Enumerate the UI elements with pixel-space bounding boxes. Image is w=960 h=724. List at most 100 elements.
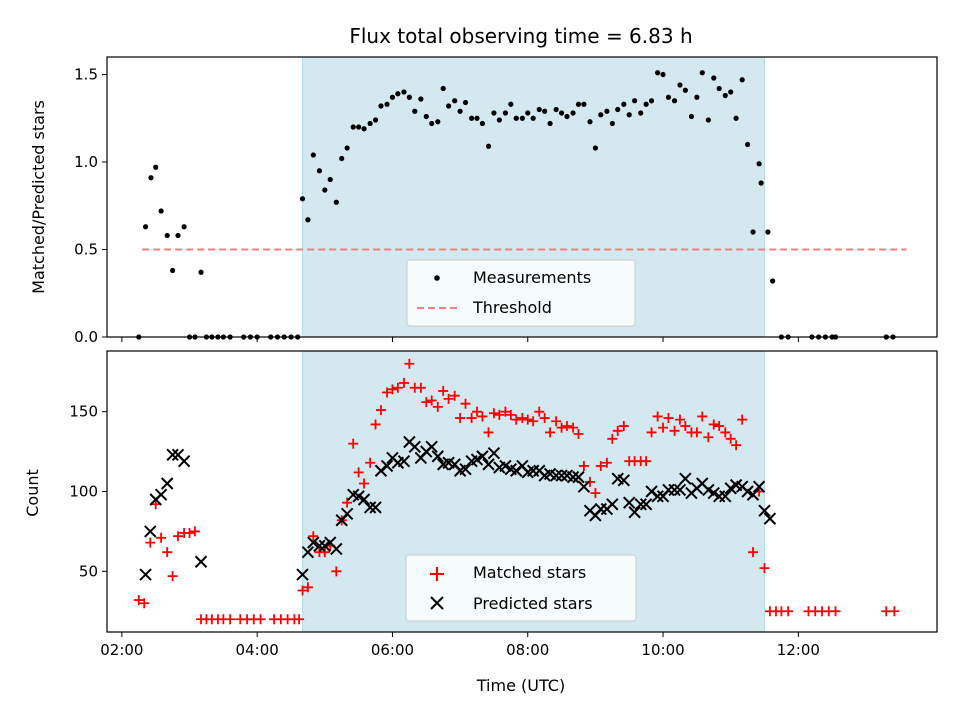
predicted-stars-point — [154, 488, 168, 501]
matched-stars-point — [443, 393, 454, 404]
matched-stars-point — [539, 413, 550, 424]
measurements-point — [648, 98, 655, 104]
bottom-ylabel: Count — [23, 469, 42, 517]
predicted-stars-point — [307, 536, 320, 549]
predicted-stars-point — [651, 490, 664, 503]
predicted-stars-point — [177, 454, 191, 468]
legend-predicted-label: Predicted stars — [473, 594, 593, 613]
predicted-stars-point — [746, 488, 760, 501]
predicted-stars-point — [363, 501, 377, 514]
predicted-stars-point — [673, 483, 687, 497]
xtick-label: 04:00 — [236, 641, 279, 659]
matched-stars-point — [737, 414, 748, 425]
predicted-stars-point — [380, 459, 394, 473]
matched-stars-point — [348, 438, 359, 449]
matched-stars-point — [731, 440, 742, 451]
measurements-point — [609, 120, 615, 127]
measurements-point — [462, 99, 469, 106]
matched-stars-point — [658, 422, 669, 433]
predicted-stars-point — [634, 498, 647, 511]
top-axes-frame — [106, 56, 938, 338]
matched-stars-point — [618, 421, 629, 432]
measurements-point — [770, 278, 776, 284]
predicted-stars-point — [639, 498, 653, 511]
matched-stars-point — [703, 432, 714, 443]
measurements-point — [716, 85, 722, 92]
top-legend-box — [406, 259, 636, 327]
legend-measurements-marker — [434, 275, 440, 281]
matched-stars-point — [319, 547, 330, 558]
measurements-point — [418, 96, 424, 102]
matched-stars-point — [398, 377, 409, 388]
matched-stars-point — [370, 419, 381, 430]
measurements-point — [164, 232, 170, 239]
measurements-point — [765, 229, 771, 235]
matched-stars-point — [561, 421, 572, 432]
matched-stars-point — [669, 425, 680, 436]
legend-matched-marker — [430, 567, 444, 581]
measurements-point — [457, 108, 463, 114]
measurements-point — [688, 113, 695, 120]
matched-stars-point — [375, 405, 386, 416]
matched-stars-point — [691, 427, 702, 438]
matched-stars-point — [308, 531, 319, 542]
matched-stars-point — [663, 413, 674, 424]
measurements-point — [496, 117, 502, 123]
measurements-point — [310, 152, 316, 158]
matched-stars-point — [505, 409, 516, 420]
measurements-point — [660, 71, 666, 78]
matched-stars-point — [714, 421, 725, 432]
measurements-point — [148, 175, 154, 181]
measurements-point — [733, 115, 739, 121]
matched-stars-point — [353, 467, 364, 478]
measurements-point — [333, 199, 339, 205]
measurements-point — [722, 92, 728, 99]
matched-stars-point — [573, 429, 584, 440]
predicted-stars-point — [313, 539, 326, 552]
matched-stars-point — [748, 547, 759, 558]
measurements-point — [536, 106, 542, 113]
matched-stars-point — [426, 395, 437, 406]
matched-stars-point — [455, 413, 466, 424]
matched-stars-point — [590, 488, 601, 499]
measurements-point — [530, 115, 536, 121]
measurements-point — [327, 176, 333, 183]
top-ytick-label: 0.5 — [74, 241, 98, 259]
predicted-stars-point — [577, 480, 591, 493]
predicted-stars-point — [758, 504, 771, 517]
predicted-stars-point — [719, 490, 732, 503]
matched-stars-point — [302, 582, 313, 593]
predicted-stars-point — [572, 470, 585, 484]
matched-stars-point — [517, 413, 528, 424]
measurements-point — [389, 94, 396, 100]
measurements-point — [153, 164, 159, 170]
measurements-point — [711, 75, 717, 81]
measurements-point — [339, 155, 345, 162]
matched-stars-point — [184, 528, 195, 539]
matched-stars-point — [545, 427, 556, 438]
matched-stars-point — [601, 457, 612, 468]
measurements-point — [502, 110, 509, 116]
matched-stars-point — [359, 478, 370, 489]
measurements-point — [699, 70, 705, 76]
xtick-label: 08:00 — [506, 641, 549, 659]
matched-stars-point — [466, 413, 477, 424]
measurements-point — [508, 101, 514, 107]
predicted-stars-point — [425, 440, 438, 454]
predicted-stars-point — [679, 472, 692, 485]
matched-stars-point — [528, 416, 539, 427]
matched-stars-point — [646, 427, 657, 438]
predicted-stars-point — [296, 568, 309, 581]
predicted-stars-point — [431, 450, 444, 463]
measurements-point — [694, 94, 700, 100]
bottom-legend-box — [405, 554, 637, 622]
matched-stars-point — [652, 411, 663, 422]
xtick-label: 02:00 — [100, 641, 143, 659]
measurements-point — [558, 110, 565, 116]
measurements-point — [758, 180, 764, 186]
measurements-point — [598, 112, 604, 118]
measurements-point — [665, 94, 672, 100]
predicted-stars-point — [476, 450, 489, 463]
matched-stars-point — [551, 416, 562, 427]
